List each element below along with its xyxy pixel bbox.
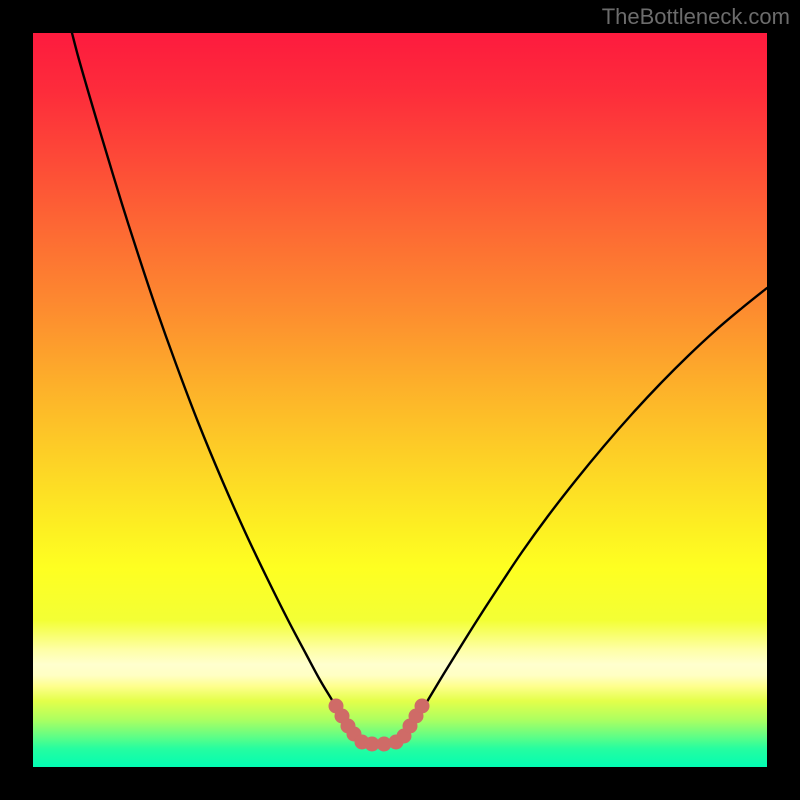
bottleneck-chart [0, 0, 800, 800]
bottleneck-marker [415, 699, 430, 714]
watermark-text: TheBottleneck.com [602, 4, 790, 30]
chart-stage: TheBottleneck.com [0, 0, 800, 800]
plot-background [33, 33, 767, 767]
